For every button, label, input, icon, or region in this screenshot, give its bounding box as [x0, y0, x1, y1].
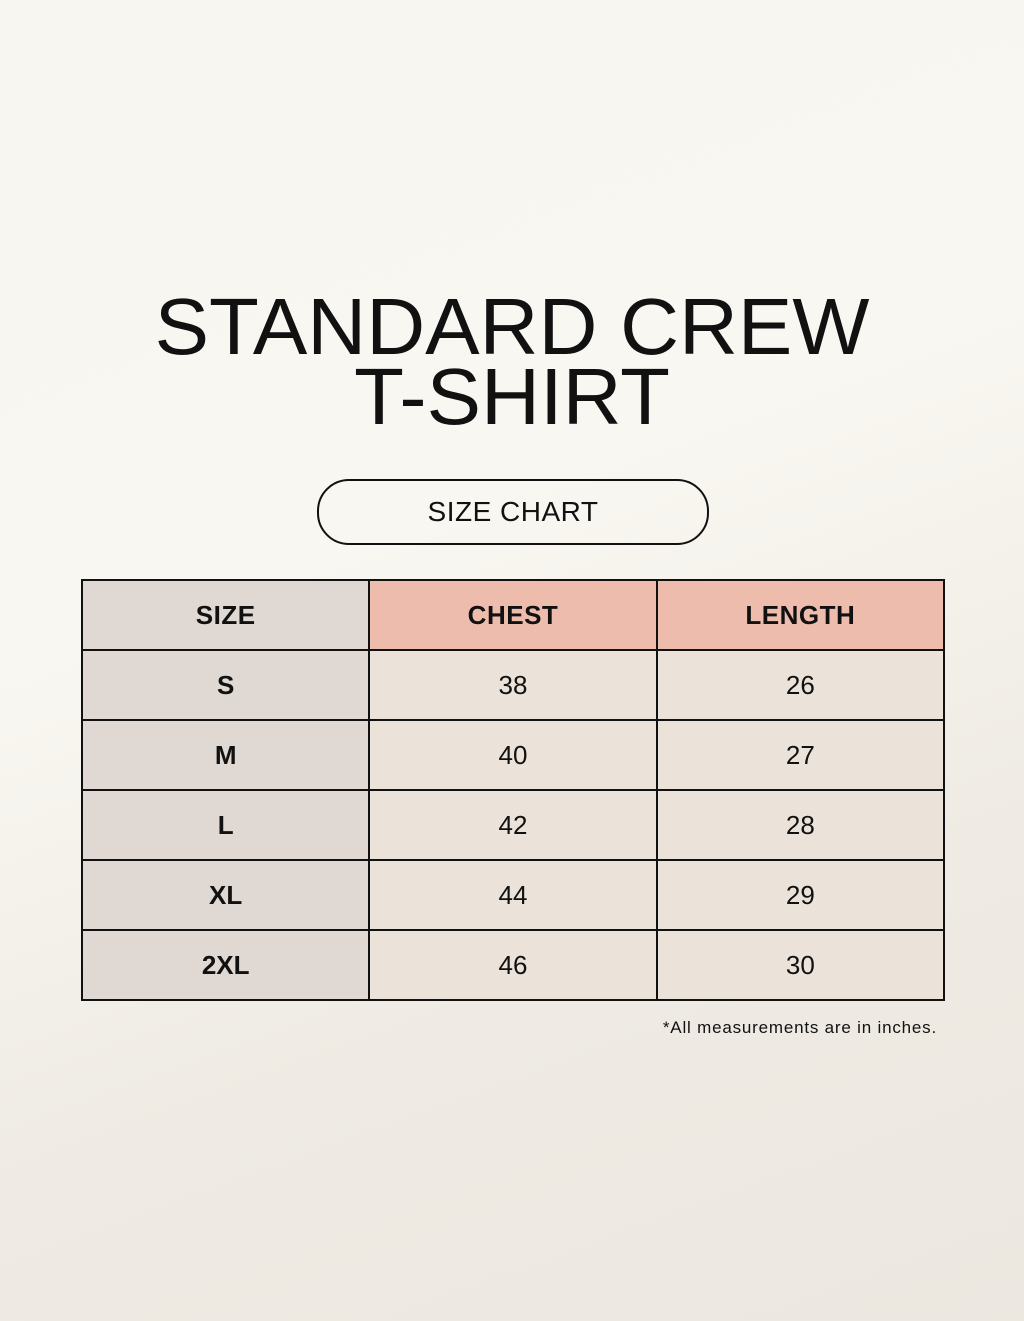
cell-size: L [80, 789, 371, 861]
size-chart-label: SIZE CHART [317, 479, 709, 545]
title-line-2: T-SHIRT [354, 352, 670, 441]
cell-chest: 40 [368, 719, 658, 791]
footnote: *All measurements are in inches. [662, 1018, 937, 1037]
table-row: 2XL 46 30 [80, 929, 946, 1001]
size-table: SIZE CHEST LENGTH S 38 26 M 40 27 L 42 28 XL 44 29 2… [80, 579, 946, 1001]
header-chest: CHEST [368, 579, 658, 651]
cell-size: S [80, 649, 371, 721]
table-header-row: SIZE CHEST LENGTH [80, 579, 946, 651]
cell-size: M [80, 719, 371, 791]
table-row: L 42 28 [80, 789, 946, 861]
cell-length: 27 [655, 719, 946, 791]
cell-size: 2XL [80, 929, 371, 1001]
cell-length: 30 [655, 929, 946, 1001]
table-row: S 38 26 [80, 649, 946, 721]
table-row: XL 44 29 [80, 859, 946, 931]
table-row: M 40 27 [80, 719, 946, 791]
title-line-1: STANDARD CREW [154, 282, 870, 371]
cell-length: 29 [655, 859, 946, 931]
cell-chest: 44 [368, 859, 658, 931]
cell-chest: 38 [368, 649, 658, 721]
cell-length: 28 [655, 789, 946, 861]
cell-length: 26 [655, 649, 946, 721]
page-title: STANDARD CREW T-SHIRT [0, 282, 1024, 441]
header-size: SIZE [80, 579, 371, 651]
cell-size: XL [80, 859, 371, 931]
cell-chest: 42 [368, 789, 658, 861]
header-length: LENGTH [655, 579, 946, 651]
cell-chest: 46 [368, 929, 658, 1001]
